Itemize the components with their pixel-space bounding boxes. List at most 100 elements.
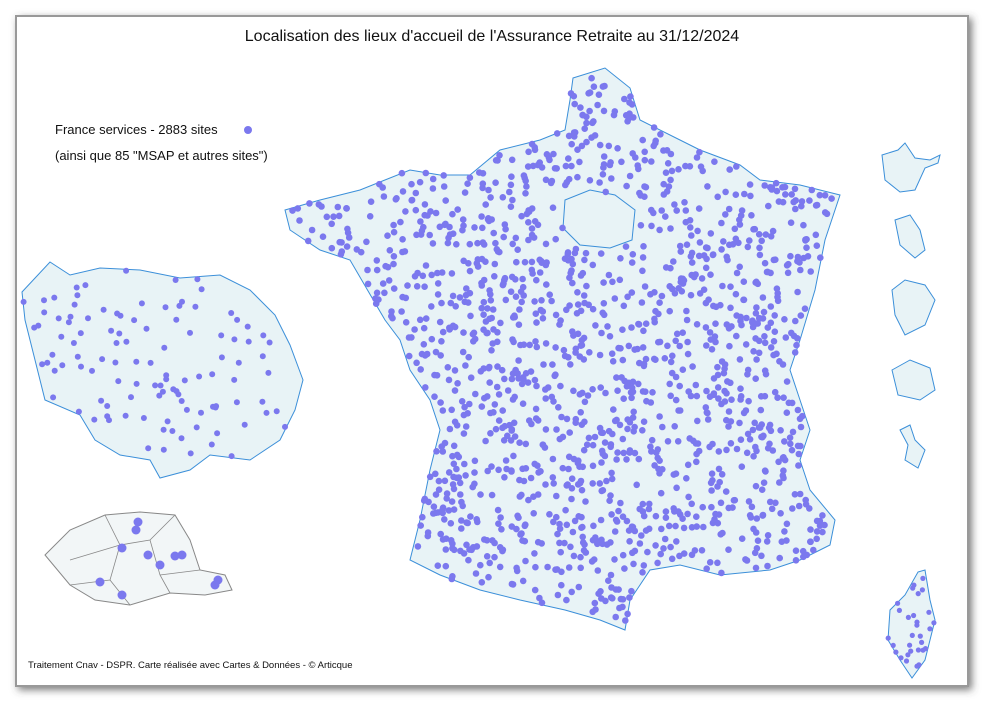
site-dot xyxy=(596,179,603,186)
site-dot xyxy=(618,158,625,166)
site-dot xyxy=(140,415,147,421)
site-dot xyxy=(434,280,442,287)
site-dot xyxy=(641,283,649,290)
site-dot xyxy=(597,516,605,524)
site-dot xyxy=(725,504,732,512)
site-dot xyxy=(761,339,769,347)
site-dot xyxy=(706,559,714,566)
site-dot xyxy=(905,614,912,621)
site-dot xyxy=(451,367,459,374)
site-dot xyxy=(662,169,670,176)
site-dot xyxy=(703,342,710,349)
site-dot xyxy=(509,240,516,248)
site-dot xyxy=(751,225,759,233)
site-dot xyxy=(562,162,570,170)
site-dot xyxy=(542,386,549,393)
site-dot xyxy=(607,594,615,601)
site-dot xyxy=(500,280,507,287)
site-dot xyxy=(519,577,527,585)
site-dot xyxy=(419,513,426,521)
site-dot xyxy=(399,248,406,256)
site-dot xyxy=(533,276,540,284)
site-dot xyxy=(408,180,415,188)
site-dot xyxy=(631,423,638,431)
site-dot xyxy=(676,552,683,560)
site-dot xyxy=(673,484,680,492)
site-dot xyxy=(688,524,696,531)
site-dot xyxy=(422,315,430,322)
site-dot xyxy=(742,341,750,348)
site-dot xyxy=(675,166,682,173)
site-dot xyxy=(723,253,730,261)
site-dot xyxy=(917,633,923,639)
site-dot xyxy=(757,393,765,400)
site-dot xyxy=(621,95,628,103)
site-dot xyxy=(530,493,537,501)
site-dot xyxy=(710,390,718,397)
site-dot xyxy=(654,559,661,567)
site-dot xyxy=(583,113,590,121)
site-dot xyxy=(708,503,715,511)
site-dot xyxy=(382,262,389,270)
site-dot xyxy=(589,386,596,393)
site-dot xyxy=(113,340,120,346)
site-dot xyxy=(733,163,740,170)
site-dot xyxy=(750,525,757,533)
site-dot xyxy=(733,312,740,319)
site-dot xyxy=(414,543,422,550)
site-dot xyxy=(747,192,754,200)
site-dot xyxy=(577,342,585,350)
site-dot xyxy=(531,218,539,225)
site-dot xyxy=(73,284,80,291)
site-dot xyxy=(471,457,479,465)
site-dot xyxy=(528,205,536,212)
site-dot xyxy=(521,258,529,266)
site-dot xyxy=(770,256,778,264)
site-dot xyxy=(787,252,794,260)
site-dot xyxy=(614,145,621,152)
site-dot xyxy=(496,152,503,159)
site-dot xyxy=(483,537,491,544)
site-dot xyxy=(525,236,532,244)
site-dot xyxy=(408,334,415,341)
site-dot xyxy=(807,526,814,533)
site-dot xyxy=(457,491,464,498)
site-dot xyxy=(181,377,188,384)
site-dots xyxy=(20,74,937,669)
site-dot xyxy=(170,386,177,393)
site-dot xyxy=(703,409,711,416)
site-dot xyxy=(413,359,420,367)
site-dot xyxy=(510,452,517,460)
site-dot xyxy=(77,330,84,337)
site-dot xyxy=(442,197,450,204)
site-dot xyxy=(637,222,645,229)
site-dot xyxy=(785,260,792,268)
site-dot xyxy=(500,233,508,241)
site-dot xyxy=(677,248,685,255)
site-dot xyxy=(668,555,676,563)
site-dot xyxy=(422,384,429,391)
site-dot xyxy=(532,310,540,318)
site-dot xyxy=(588,558,596,565)
site-dot xyxy=(447,520,455,527)
site-dot xyxy=(628,324,635,331)
site-dot xyxy=(509,581,517,588)
site-dot xyxy=(738,321,745,329)
site-dot xyxy=(574,481,582,488)
site-dot xyxy=(260,332,267,339)
site-dot xyxy=(566,302,573,309)
site-dot xyxy=(450,506,458,513)
site-dot xyxy=(725,423,732,430)
site-dot xyxy=(660,180,667,188)
site-dot xyxy=(594,567,602,574)
site-dot xyxy=(235,359,242,366)
site-dot xyxy=(319,233,327,240)
site-dot xyxy=(589,480,596,487)
site-dot xyxy=(583,119,590,127)
site-dot xyxy=(797,423,805,431)
site-dot xyxy=(159,388,166,395)
site-dot xyxy=(466,267,474,275)
site-dot xyxy=(651,315,658,323)
site-dot xyxy=(412,206,420,214)
